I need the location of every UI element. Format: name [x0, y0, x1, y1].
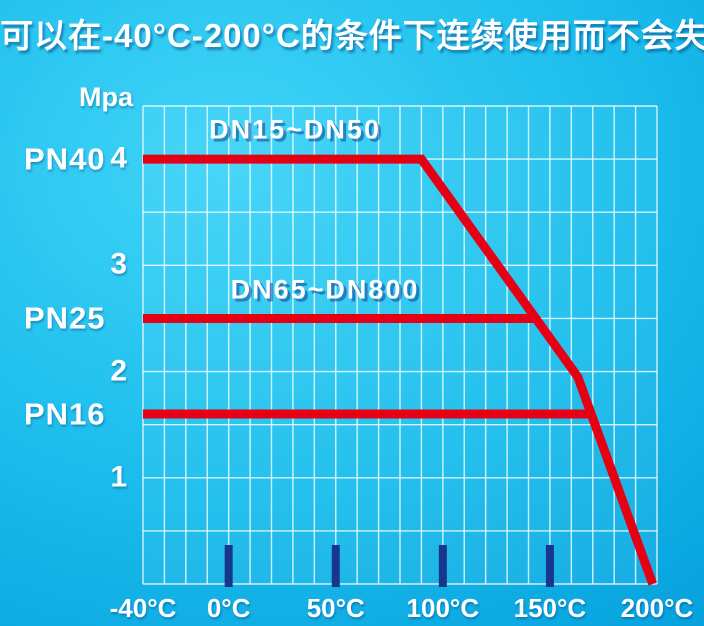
x-tick-label: 150°C — [513, 593, 587, 623]
series-label: DN15~DN50 — [209, 114, 381, 145]
x-tick-label: 50°C — [306, 593, 365, 623]
pn-rating-label: PN16 — [24, 396, 106, 432]
x-tick-label: -40°C — [109, 593, 177, 623]
pn-rating-label: PN40 — [24, 141, 106, 177]
x-axis-tick-bar — [331, 545, 340, 587]
rating-curve — [143, 154, 657, 586]
series-label: DN65~DN800 — [230, 274, 420, 305]
page-title: 可以在-40°C-200°C的条件下连续使用而不会失效 — [0, 17, 704, 54]
x-axis-tick-bar — [224, 545, 233, 587]
pn-rating-label: PN25 — [24, 301, 106, 337]
y-tick-label: 1 — [110, 460, 127, 494]
y-axis-unit-label: Mpa — [79, 82, 133, 112]
y-tick-label: 3 — [110, 247, 127, 281]
x-tick-label: 100°C — [406, 593, 480, 623]
x-tick-label: 200°C — [620, 593, 694, 623]
y-tick-label: 4 — [110, 141, 127, 175]
x-tick-label: 0°C — [206, 593, 251, 623]
x-axis-tick-bar — [438, 545, 447, 587]
y-tick-label: 2 — [110, 353, 127, 387]
x-axis-tick-bar — [545, 545, 554, 587]
